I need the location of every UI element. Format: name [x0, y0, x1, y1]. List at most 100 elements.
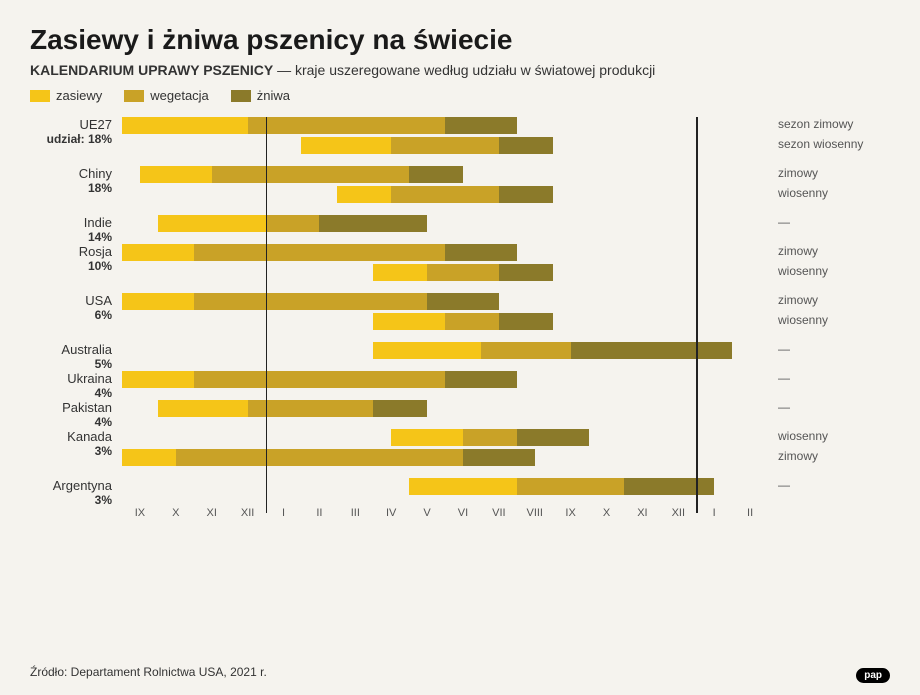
- segment-wegetacja: [463, 429, 517, 446]
- segment-zniwa: [409, 166, 463, 183]
- bar-row: —: [122, 215, 768, 232]
- axis-tick: I: [696, 507, 732, 527]
- segment-zniwa: [445, 117, 517, 134]
- bar-row: zimowy: [122, 166, 768, 183]
- segment-zasiewy: [158, 215, 266, 232]
- season-label: zimowy: [768, 166, 888, 180]
- axis-tick: XI: [624, 507, 660, 527]
- segment-zniwa: [499, 264, 553, 281]
- gantt-chart: UE27udział: 18%sezon zimowysezon wiosenn…: [122, 117, 768, 527]
- country-share: 18%: [32, 181, 112, 195]
- legend-label: wegetacja: [150, 88, 209, 103]
- segment-zasiewy: [122, 371, 194, 388]
- country-name: Indie: [32, 215, 112, 230]
- country-share: udział: 18%: [32, 132, 112, 146]
- bar-row: zimowy: [122, 244, 768, 261]
- axis-tick: IX: [122, 507, 158, 527]
- legend: zasiewy wegetacja żniwa: [30, 88, 890, 103]
- segment-wegetacja: [194, 244, 445, 261]
- country-label: Chiny18%: [32, 166, 122, 195]
- segment-zasiewy: [337, 186, 391, 203]
- axis-tick: II: [732, 507, 768, 527]
- season-label: wiosenny: [768, 186, 888, 200]
- segment-zniwa: [445, 244, 517, 261]
- season-label: wiosenny: [768, 264, 888, 278]
- axis-tick: V: [409, 507, 445, 527]
- bar-row: zimowy: [122, 449, 768, 466]
- segment-zasiewy: [373, 342, 481, 359]
- country-name: UE27: [32, 117, 112, 132]
- segment-zasiewy: [140, 166, 212, 183]
- axis-tick: I: [266, 507, 302, 527]
- segment-wegetacja: [194, 371, 445, 388]
- bar-row: wiosenny: [122, 313, 768, 330]
- segment-zasiewy: [158, 400, 248, 417]
- axis-tick: VII: [481, 507, 517, 527]
- segment-zniwa: [319, 215, 427, 232]
- segment-zasiewy: [373, 313, 445, 330]
- legend-label: żniwa: [257, 88, 290, 103]
- season-label: —: [768, 342, 888, 356]
- month-axis: IXXXIXIIIIIIIIIVVVIVIIVIIIIXXXIXIIIII: [122, 507, 768, 527]
- country-name: Australia: [32, 342, 112, 357]
- country-name: Rosja: [32, 244, 112, 259]
- reference-line: [266, 117, 268, 513]
- segment-zasiewy: [301, 137, 391, 154]
- chart-subtitle: KALENDARIUM UPRAWY PSZENICY — kraje usze…: [30, 62, 890, 78]
- season-label: sezon zimowy: [768, 117, 888, 131]
- country-share: 3%: [32, 444, 112, 458]
- axis-tick: VIII: [517, 507, 553, 527]
- segment-zasiewy: [373, 264, 427, 281]
- segment-zniwa: [517, 429, 589, 446]
- segment-wegetacja: [445, 313, 499, 330]
- bar-row: —: [122, 400, 768, 417]
- season-label: —: [768, 478, 888, 492]
- country-group: Indie14%—: [122, 215, 768, 232]
- segment-wegetacja: [391, 137, 499, 154]
- country-share: 14%: [32, 230, 112, 244]
- season-label: —: [768, 215, 888, 229]
- segment-zniwa: [499, 186, 553, 203]
- segment-zniwa: [445, 371, 517, 388]
- segment-zniwa: [463, 449, 535, 466]
- country-label: Indie14%: [32, 215, 122, 244]
- segment-zniwa: [427, 293, 499, 310]
- segment-wegetacja: [481, 342, 571, 359]
- bar-row: sezon wiosenny: [122, 137, 768, 154]
- segment-zniwa: [571, 342, 733, 359]
- country-name: Kanada: [32, 429, 112, 444]
- segment-wegetacja: [427, 264, 499, 281]
- segment-wegetacja: [517, 478, 625, 495]
- country-name: Pakistan: [32, 400, 112, 415]
- country-label: UE27udział: 18%: [32, 117, 122, 146]
- legend-item: zasiewy: [30, 88, 102, 103]
- country-name: Argentyna: [32, 478, 112, 493]
- country-label: Kanada3%: [32, 429, 122, 458]
- axis-tick: IX: [553, 507, 589, 527]
- subtitle-rest: — kraje uszeregowane według udziału w św…: [273, 62, 655, 78]
- country-label: USA6%: [32, 293, 122, 322]
- subtitle-bold: KALENDARIUM UPRAWY PSZENICY: [30, 62, 273, 78]
- axis-tick: XII: [660, 507, 696, 527]
- legend-swatch: [231, 90, 251, 102]
- country-label: Australia5%: [32, 342, 122, 371]
- segment-zniwa: [624, 478, 714, 495]
- axis-tick: XI: [194, 507, 230, 527]
- segment-zniwa: [373, 400, 427, 417]
- country-label: Pakistan4%: [32, 400, 122, 429]
- country-share: 4%: [32, 415, 112, 429]
- bar-row: wiosenny: [122, 186, 768, 203]
- axis-tick: X: [589, 507, 625, 527]
- segment-zasiewy: [122, 117, 248, 134]
- season-label: —: [768, 400, 888, 414]
- country-label: Ukraina4%: [32, 371, 122, 400]
- country-group: USA6%zimowywiosenny: [122, 293, 768, 330]
- country-label: Rosja10%: [32, 244, 122, 273]
- axis-tick: VI: [445, 507, 481, 527]
- country-share: 3%: [32, 493, 112, 507]
- bar-row: wiosenny: [122, 264, 768, 281]
- country-name: Chiny: [32, 166, 112, 181]
- bar-row: sezon zimowy: [122, 117, 768, 134]
- segment-wegetacja: [266, 215, 320, 232]
- country-share: 6%: [32, 308, 112, 322]
